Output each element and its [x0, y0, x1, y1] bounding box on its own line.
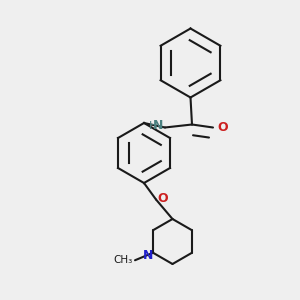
- Text: O: O: [157, 192, 167, 205]
- Text: N: N: [153, 119, 164, 133]
- Text: CH₃: CH₃: [113, 255, 133, 265]
- Text: H: H: [149, 121, 158, 131]
- Text: O: O: [217, 121, 227, 134]
- Text: N: N: [142, 249, 153, 262]
